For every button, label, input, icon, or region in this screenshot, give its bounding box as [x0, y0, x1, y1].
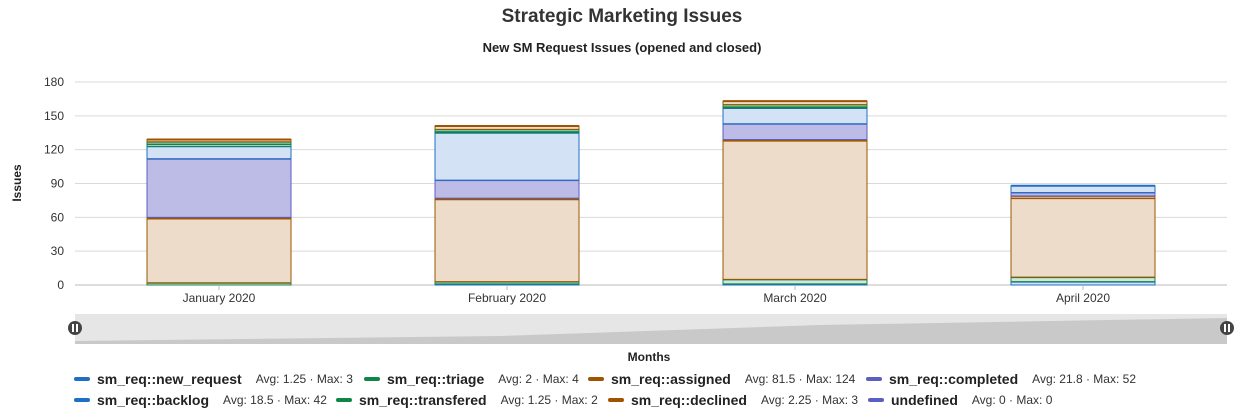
legend-series-stats: Avg: 2.25 · Max: 3 [760, 392, 859, 407]
legend-item[interactable]: undefined Avg: 0 · Max: 0 [868, 392, 1052, 408]
x-tick-label: March 2020 [763, 291, 827, 305]
legend-swatch [866, 376, 882, 381]
legend-series-stats: Avg: 0 · Max: 0 [971, 392, 1053, 407]
zoom-slider[interactable] [68, 314, 1234, 344]
y-tick-label: 0 [57, 278, 64, 292]
bar-segment[interactable] [1010, 197, 1156, 278]
bar-segment[interactable] [146, 217, 292, 284]
legend-series-name: sm_req::transfered [359, 391, 487, 408]
y-tick-label: 30 [51, 244, 65, 258]
legend-series-stats: Avg: 1.25 · Max: 2 [500, 392, 598, 407]
bar-segment[interactable] [722, 123, 868, 141]
chart-legend: sm_req::new_request Avg: 1.25 · Max: 3 s… [74, 368, 1234, 410]
legend-swatch [74, 376, 90, 381]
x-axis-ticks: January 2020 February 2020 March 2020 April… [183, 285, 1110, 305]
bar-segment[interactable] [722, 107, 868, 125]
legend-series-name: sm_req::completed [889, 370, 1019, 387]
legend-swatch [608, 397, 624, 402]
legend-swatch [364, 376, 380, 381]
legend-item[interactable]: sm_req::assigned Avg: 81.5 · Max: 124 [588, 371, 866, 387]
y-tick-label: 90 [51, 177, 65, 191]
legend-series-stats: Avg: 81.5 · Max: 124 [744, 371, 856, 386]
chart-subtitle: New SM Request Issues (opened and closed… [482, 40, 762, 55]
bar-segment[interactable] [146, 145, 292, 160]
legend-item[interactable]: sm_req::triage Avg: 2 · Max: 4 [364, 371, 588, 387]
bars [146, 100, 1156, 286]
legend-swatch [74, 397, 90, 402]
legend-row: sm_req::backlog Avg: 18.5 · Max: 42 sm_r… [74, 389, 1234, 410]
bar-segment[interactable] [722, 140, 868, 280]
legend-series-stats: Avg: 18.5 · Max: 42 [223, 392, 327, 407]
legend-series-name: undefined [891, 391, 958, 408]
legend-item[interactable]: sm_req::declined Avg: 2.25 · Max: 3 [608, 392, 868, 408]
legend-series-name: sm_req::declined [631, 391, 747, 408]
zoom-preview-area [75, 318, 1227, 344]
y-axis-label: Issues [10, 164, 24, 202]
legend-item[interactable]: sm_req::transfered Avg: 1.25 · Max: 2 [336, 392, 608, 408]
y-tick-label: 60 [51, 210, 65, 224]
legend-series-name: sm_req::backlog [97, 391, 210, 408]
legend-row: sm_req::new_request Avg: 1.25 · Max: 3 s… [74, 368, 1234, 389]
bar-segment[interactable] [434, 179, 580, 199]
zoom-handle-right[interactable] [1220, 321, 1234, 335]
legend-item[interactable]: sm_req::new_request Avg: 1.25 · Max: 3 [74, 371, 364, 387]
bar-segment[interactable] [434, 198, 580, 283]
legend-series-name: sm_req::assigned [611, 370, 731, 387]
x-tick-label: January 2020 [183, 291, 256, 305]
legend-series-stats: Avg: 21.8 · Max: 52 [1032, 371, 1136, 386]
legend-swatch [336, 397, 352, 402]
legend-swatch [588, 376, 604, 381]
zoom-handle-left[interactable] [68, 321, 82, 335]
bar-segment[interactable] [146, 158, 292, 218]
legend-series-name: sm_req::new_request [97, 370, 242, 387]
y-axis-ticks: 0 30 60 90 120 150 180 [44, 75, 64, 292]
legend-series-name: sm_req::triage [387, 370, 485, 387]
y-tick-label: 150 [44, 109, 64, 123]
stacked-bar-chart: 0 30 60 90 120 150 180 January 2020 February 20… [10, 75, 1234, 364]
legend-item[interactable]: sm_req::backlog Avg: 18.5 · Max: 42 [74, 392, 336, 408]
legend-swatch [868, 397, 884, 402]
legend-series-stats: Avg: 1.25 · Max: 3 [255, 371, 353, 386]
chart-title: Strategic Marketing Issues [501, 6, 743, 27]
y-tick-label: 120 [44, 143, 64, 157]
bar-segment[interactable] [1010, 185, 1156, 194]
x-tick-label: April 2020 [1056, 291, 1110, 305]
x-axis-label: Months [628, 350, 671, 364]
y-tick-label: 180 [44, 75, 64, 89]
bar-segment[interactable] [434, 132, 580, 181]
x-tick-label: February 2020 [468, 291, 546, 305]
legend-item[interactable]: sm_req::completed Avg: 21.8 · Max: 52 [866, 371, 1136, 387]
legend-series-stats: Avg: 2 · Max: 4 [498, 371, 579, 386]
